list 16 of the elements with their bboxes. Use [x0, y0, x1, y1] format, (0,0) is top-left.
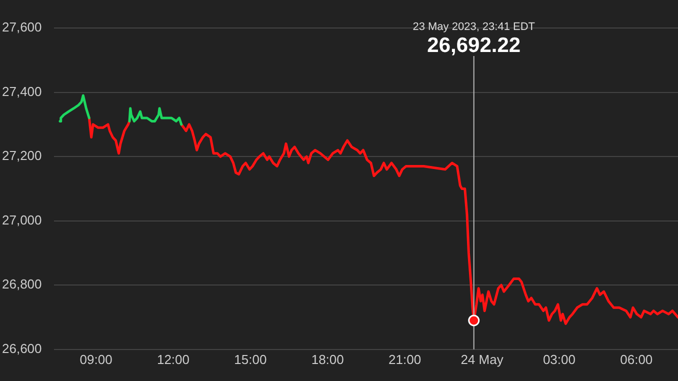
y-tick-label: 27,200 — [2, 148, 42, 164]
y-tick-label: 27,000 — [2, 212, 42, 228]
y-tick-label: 27,600 — [2, 20, 42, 35]
x-tick-label: 12:00 — [156, 352, 190, 367]
x-tick-label: 03:00 — [542, 352, 576, 367]
y-tick-label: 27,400 — [2, 84, 42, 99]
x-tick-label: 24 May — [460, 352, 504, 367]
x-tick-label: 06:00 — [620, 352, 653, 367]
y-tick-label: 26,800 — [2, 276, 42, 292]
annotation: 23 May 2023, 23:41 EDT — [412, 21, 536, 33]
x-tick-label: 15:00 — [234, 352, 267, 367]
y-tick-label: 26,600 — [2, 340, 42, 356]
x-tick-label: 18:00 — [311, 352, 344, 367]
x-tick-label: 09:00 — [80, 352, 112, 367]
x-tick-label: 21:00 — [388, 352, 422, 367]
annotation: 26,692.22 — [427, 34, 521, 57]
